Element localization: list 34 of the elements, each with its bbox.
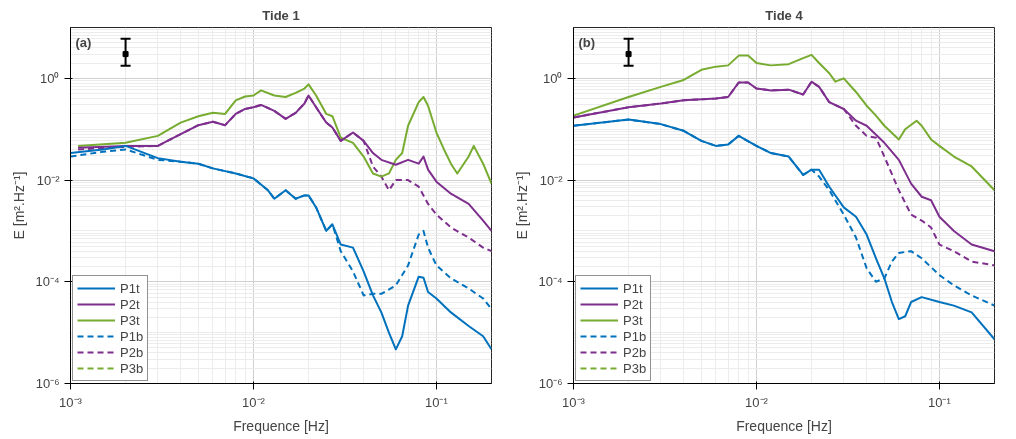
chart-title: Tide 1: [262, 7, 300, 23]
y-tick-label: 10⁻⁴: [538, 274, 563, 290]
x-axis-title: Frequence [Hz]: [233, 417, 329, 434]
y-tick-label: 10⁻⁴: [35, 274, 60, 290]
chart-title: Tide 4: [765, 7, 804, 23]
legend-label: P1b: [623, 328, 647, 344]
legend-label: P2b: [623, 344, 647, 360]
legend-label: P3b: [120, 360, 144, 376]
legend-label: P1t: [120, 280, 140, 296]
y-tick-label: 10⁻²: [36, 172, 61, 188]
x-tick-label: 10⁻¹: [425, 394, 449, 410]
legend-label: P2t: [120, 296, 140, 312]
x-tick-label: 10⁻¹: [928, 394, 952, 410]
legend-label: P3b: [623, 360, 647, 376]
y-tick-label: 10⁻⁶: [538, 376, 563, 391]
legend-label: P3t: [623, 312, 643, 328]
x-tick-label: 10⁻²: [242, 394, 266, 410]
x-tick-label: 10⁻³: [562, 394, 586, 410]
legend-label: P1b: [120, 328, 144, 344]
y-tick-label: 10⁻²: [539, 172, 564, 188]
y-tick-label: 10⁻⁶: [35, 376, 60, 391]
legend-label: P2b: [120, 344, 144, 360]
x-axis-title: Frequence [Hz]: [736, 417, 832, 434]
y-axis-title: E [m².Hz⁻¹]: [11, 171, 28, 240]
y-tick-label: 10⁰: [40, 70, 60, 86]
legend-label: P1t: [623, 280, 643, 296]
legend-label: P2t: [623, 296, 643, 312]
legend-label: P3t: [120, 312, 140, 328]
annotation: (b): [578, 34, 596, 50]
y-axis-title: E [m².Hz⁻¹]: [514, 171, 531, 240]
y-tick-label: 10⁰: [543, 70, 563, 86]
annotation: (a): [75, 34, 92, 50]
x-tick-label: 10⁻³: [59, 394, 83, 410]
x-tick-label: 10⁻²: [745, 394, 769, 410]
